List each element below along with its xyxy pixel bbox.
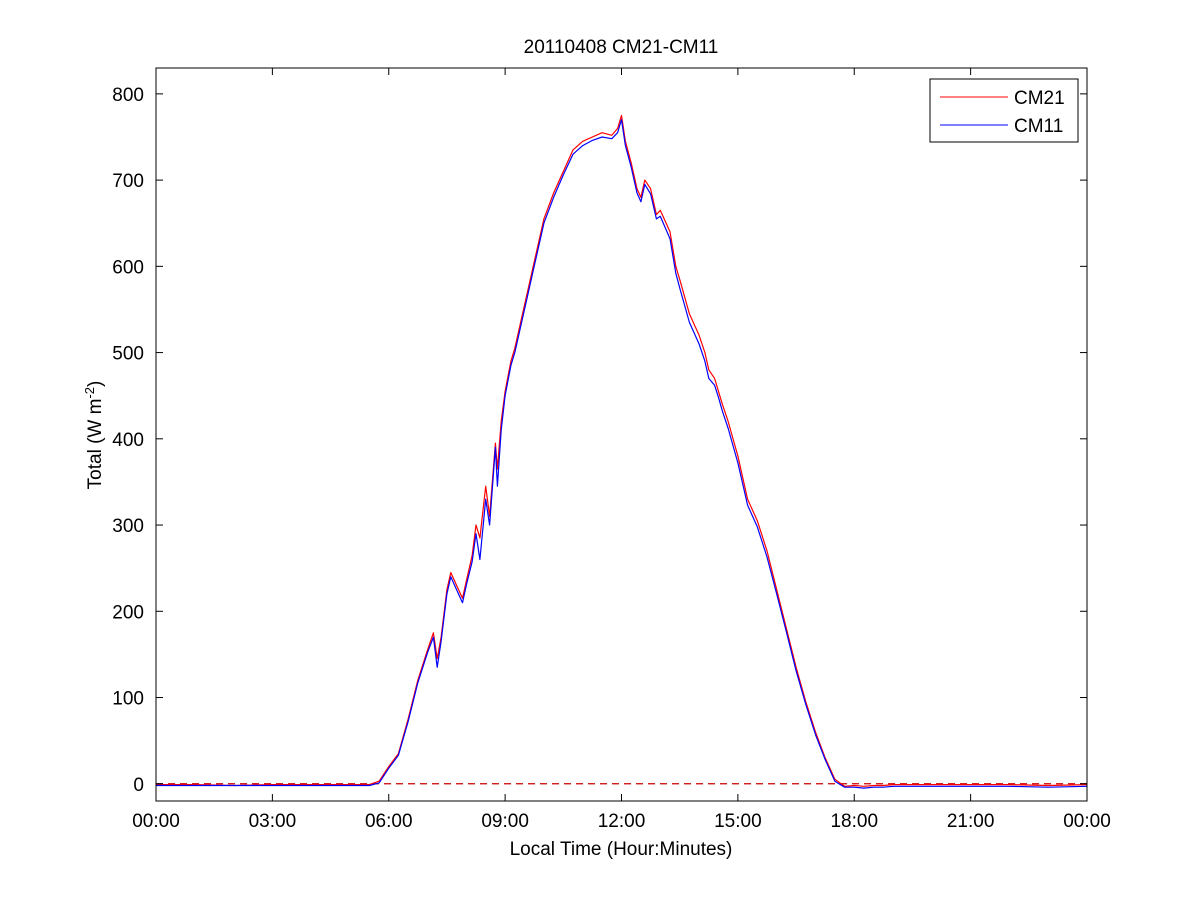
x-tick-label: 03:00 <box>249 811 297 832</box>
y-axis-label-main: Total (W m <box>85 399 106 490</box>
x-axis-ticks: 00:00 03:00 06:00 09:00 12:00 15:00 18:00 21:00… <box>132 68 1111 832</box>
legend-label-cm21: CM21 <box>1014 88 1065 109</box>
legend: CM21 CM11 <box>929 78 1079 143</box>
y-axis-label: Total (W m-2) <box>82 381 107 490</box>
x-tick-label: 09:00 <box>481 811 529 832</box>
y-tick-label: 200 <box>112 602 144 623</box>
x-tick-label: 06:00 <box>365 811 413 832</box>
x-tick-label: 21:00 <box>947 811 995 832</box>
y-tick-label: 0 <box>133 775 144 796</box>
x-tick-label: 00:00 <box>1063 811 1111 832</box>
series-layer <box>156 114 1088 789</box>
y-axis-ticks: 0 100 200 300 400 500 600 700 800 <box>112 85 1087 796</box>
plot-area: 00:00 03:00 06:00 09:00 12:00 15:00 18:00 21:00… <box>112 67 1111 832</box>
y-tick-label: 800 <box>112 85 144 106</box>
series-line-cm21 <box>156 114 1088 787</box>
x-tick-label: 12:00 <box>598 811 646 832</box>
y-tick-label: 500 <box>112 344 144 365</box>
y-tick-label: 400 <box>112 430 144 451</box>
y-tick-label: 100 <box>112 689 144 710</box>
y-tick-label: 300 <box>112 516 144 537</box>
chart-title: 20110408 CM21-CM11 <box>524 37 719 58</box>
y-axis-label-suffix: ) <box>85 381 106 387</box>
y-axis-label-superscript: -2 <box>82 387 97 399</box>
series-line-cm11 <box>156 119 1088 789</box>
y-tick-label: 600 <box>112 257 144 278</box>
legend-box <box>929 78 1079 143</box>
x-axis-label: Local Time (Hour:Minutes) <box>510 839 733 860</box>
y-tick-label: 700 <box>112 171 144 192</box>
x-tick-label: 18:00 <box>830 811 878 832</box>
x-tick-label: 00:00 <box>132 811 180 832</box>
legend-label-cm11: CM11 <box>1014 116 1063 137</box>
x-tick-label: 15:00 <box>714 811 762 832</box>
